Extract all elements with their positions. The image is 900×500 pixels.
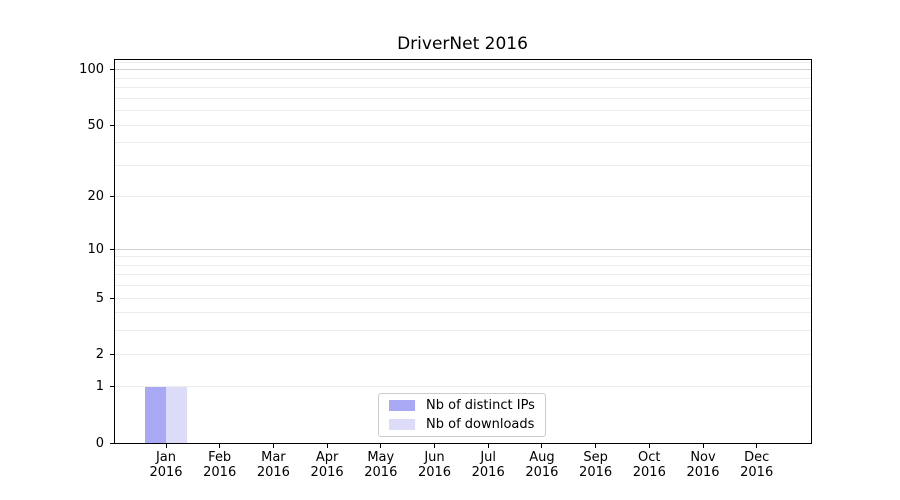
gridline-minor	[115, 124, 811, 126]
y-tick-mark	[110, 248, 114, 250]
x-tick-label: Aug 2016	[507, 450, 577, 480]
legend-label: Nb of distinct IPs	[426, 397, 535, 413]
y-tick-mark	[110, 196, 114, 198]
y-tick-mark	[110, 124, 114, 126]
x-tick-label-line: 2016	[364, 465, 398, 480]
gridline-minor	[115, 386, 811, 388]
y-tick-label: 50	[87, 117, 104, 133]
y-tick-mark	[110, 386, 114, 388]
x-tick-label-line: Sep	[583, 450, 608, 465]
y-tick-mark	[110, 69, 114, 71]
x-tick-label-line: Mar	[261, 450, 286, 465]
x-tick-mark	[434, 444, 435, 448]
x-tick-label: Mar 2016	[238, 450, 308, 480]
legend-label: Nb of downloads	[426, 416, 535, 432]
legend-swatch	[389, 400, 415, 411]
bar-distinct-ips	[144, 386, 166, 443]
x-tick-label-line: Feb	[208, 450, 232, 465]
x-tick-label-line: Jan	[155, 450, 177, 465]
x-tick-mark	[595, 444, 597, 448]
x-tick-label: Oct 2016	[614, 450, 684, 480]
x-tick-mark	[219, 444, 221, 448]
legend: Nb of distinct IPs Nb of downloads	[378, 393, 546, 437]
x-tick-label-line: 2016	[740, 465, 774, 480]
y-tick-label: 5	[95, 290, 104, 306]
gridline-minor	[115, 297, 811, 299]
x-tick-label: Feb 2016	[185, 450, 255, 480]
gridline-minor	[115, 264, 811, 266]
x-tick-label-line: Dec	[744, 450, 770, 465]
x-tick-mark	[165, 444, 167, 448]
x-tick-label: May 2016	[346, 450, 416, 480]
x-tick-mark	[756, 444, 758, 448]
y-tick-label: 2	[95, 346, 104, 362]
gridline-minor	[115, 142, 811, 144]
gridline-minor	[115, 256, 811, 258]
chart-title: DriverNet 2016	[397, 34, 528, 54]
x-tick-label-line: 2016	[525, 465, 559, 480]
x-tick-label: Apr 2016	[292, 450, 362, 480]
gridline-major	[115, 69, 811, 71]
x-tick-mark	[541, 444, 543, 448]
y-tick-mark	[110, 442, 114, 444]
plot-area: Nb of distinct IPs Nb of downloads	[114, 59, 812, 444]
x-tick-label-line: 2016	[417, 465, 452, 480]
x-tick-label-line: 2016	[203, 465, 237, 480]
x-tick-mark	[380, 444, 382, 448]
y-tick-mark	[110, 353, 114, 355]
gridline-minor	[115, 353, 811, 355]
gridline-minor	[115, 312, 811, 314]
x-tick-mark	[487, 444, 489, 448]
y-tick-mark	[110, 297, 114, 299]
x-tick-label: Sep 2016	[561, 450, 631, 480]
gridline-minor	[115, 164, 811, 166]
x-tick-label-line: May	[367, 450, 395, 465]
gridline-minor	[115, 110, 811, 112]
x-tick-label: Jul 2016	[453, 450, 523, 480]
x-tick-label-line: 2016	[310, 465, 344, 480]
gridline-minor	[115, 87, 811, 89]
gridline-minor	[115, 61, 811, 63]
y-tick-label: 1	[95, 379, 104, 395]
x-tick-label: Nov 2016	[668, 450, 738, 480]
x-tick-label-line: 2016	[471, 465, 505, 480]
x-tick-label-line: 2016	[686, 465, 720, 480]
x-tick-mark	[702, 444, 704, 448]
x-tick-label: Jan 2016	[131, 450, 201, 480]
y-tick-label: 20	[87, 189, 104, 205]
gridline-minor	[115, 330, 811, 332]
legend-swatch	[389, 419, 415, 430]
x-tick-label-line: Jun	[424, 450, 445, 465]
gridline-minor	[115, 274, 811, 276]
x-tick-label-line: 2016	[149, 465, 183, 480]
x-tick-label-line: Nov	[690, 450, 716, 465]
gridline-minor	[115, 196, 811, 198]
y-tick-label: 10	[87, 241, 104, 257]
y-tick-label: 100	[79, 62, 104, 78]
x-tick-label-line: Apr	[315, 450, 339, 465]
x-tick-mark	[272, 444, 274, 448]
gridline-minor	[115, 77, 811, 79]
x-tick-label: Jun 2016	[400, 450, 470, 480]
bar-downloads	[166, 386, 188, 443]
x-tick-mark	[648, 444, 650, 448]
x-tick-label-line: 2016	[579, 465, 613, 480]
x-tick-mark	[326, 444, 328, 448]
gridline-minor	[115, 97, 811, 99]
legend-item: Nb of downloads	[389, 416, 537, 432]
x-tick-label: Dec 2016	[722, 450, 792, 480]
x-tick-label-line: Oct	[638, 450, 661, 465]
gridline-major	[115, 248, 811, 250]
legend-item: Nb of distinct IPs	[389, 397, 537, 413]
x-tick-label-line: 2016	[632, 465, 666, 480]
x-tick-label-line: 2016	[256, 465, 290, 480]
y-tick-label: 0	[95, 435, 104, 451]
x-tick-label-line: Jul	[480, 450, 497, 465]
gridline-minor	[115, 285, 811, 287]
x-tick-label-line: Aug	[529, 450, 555, 465]
